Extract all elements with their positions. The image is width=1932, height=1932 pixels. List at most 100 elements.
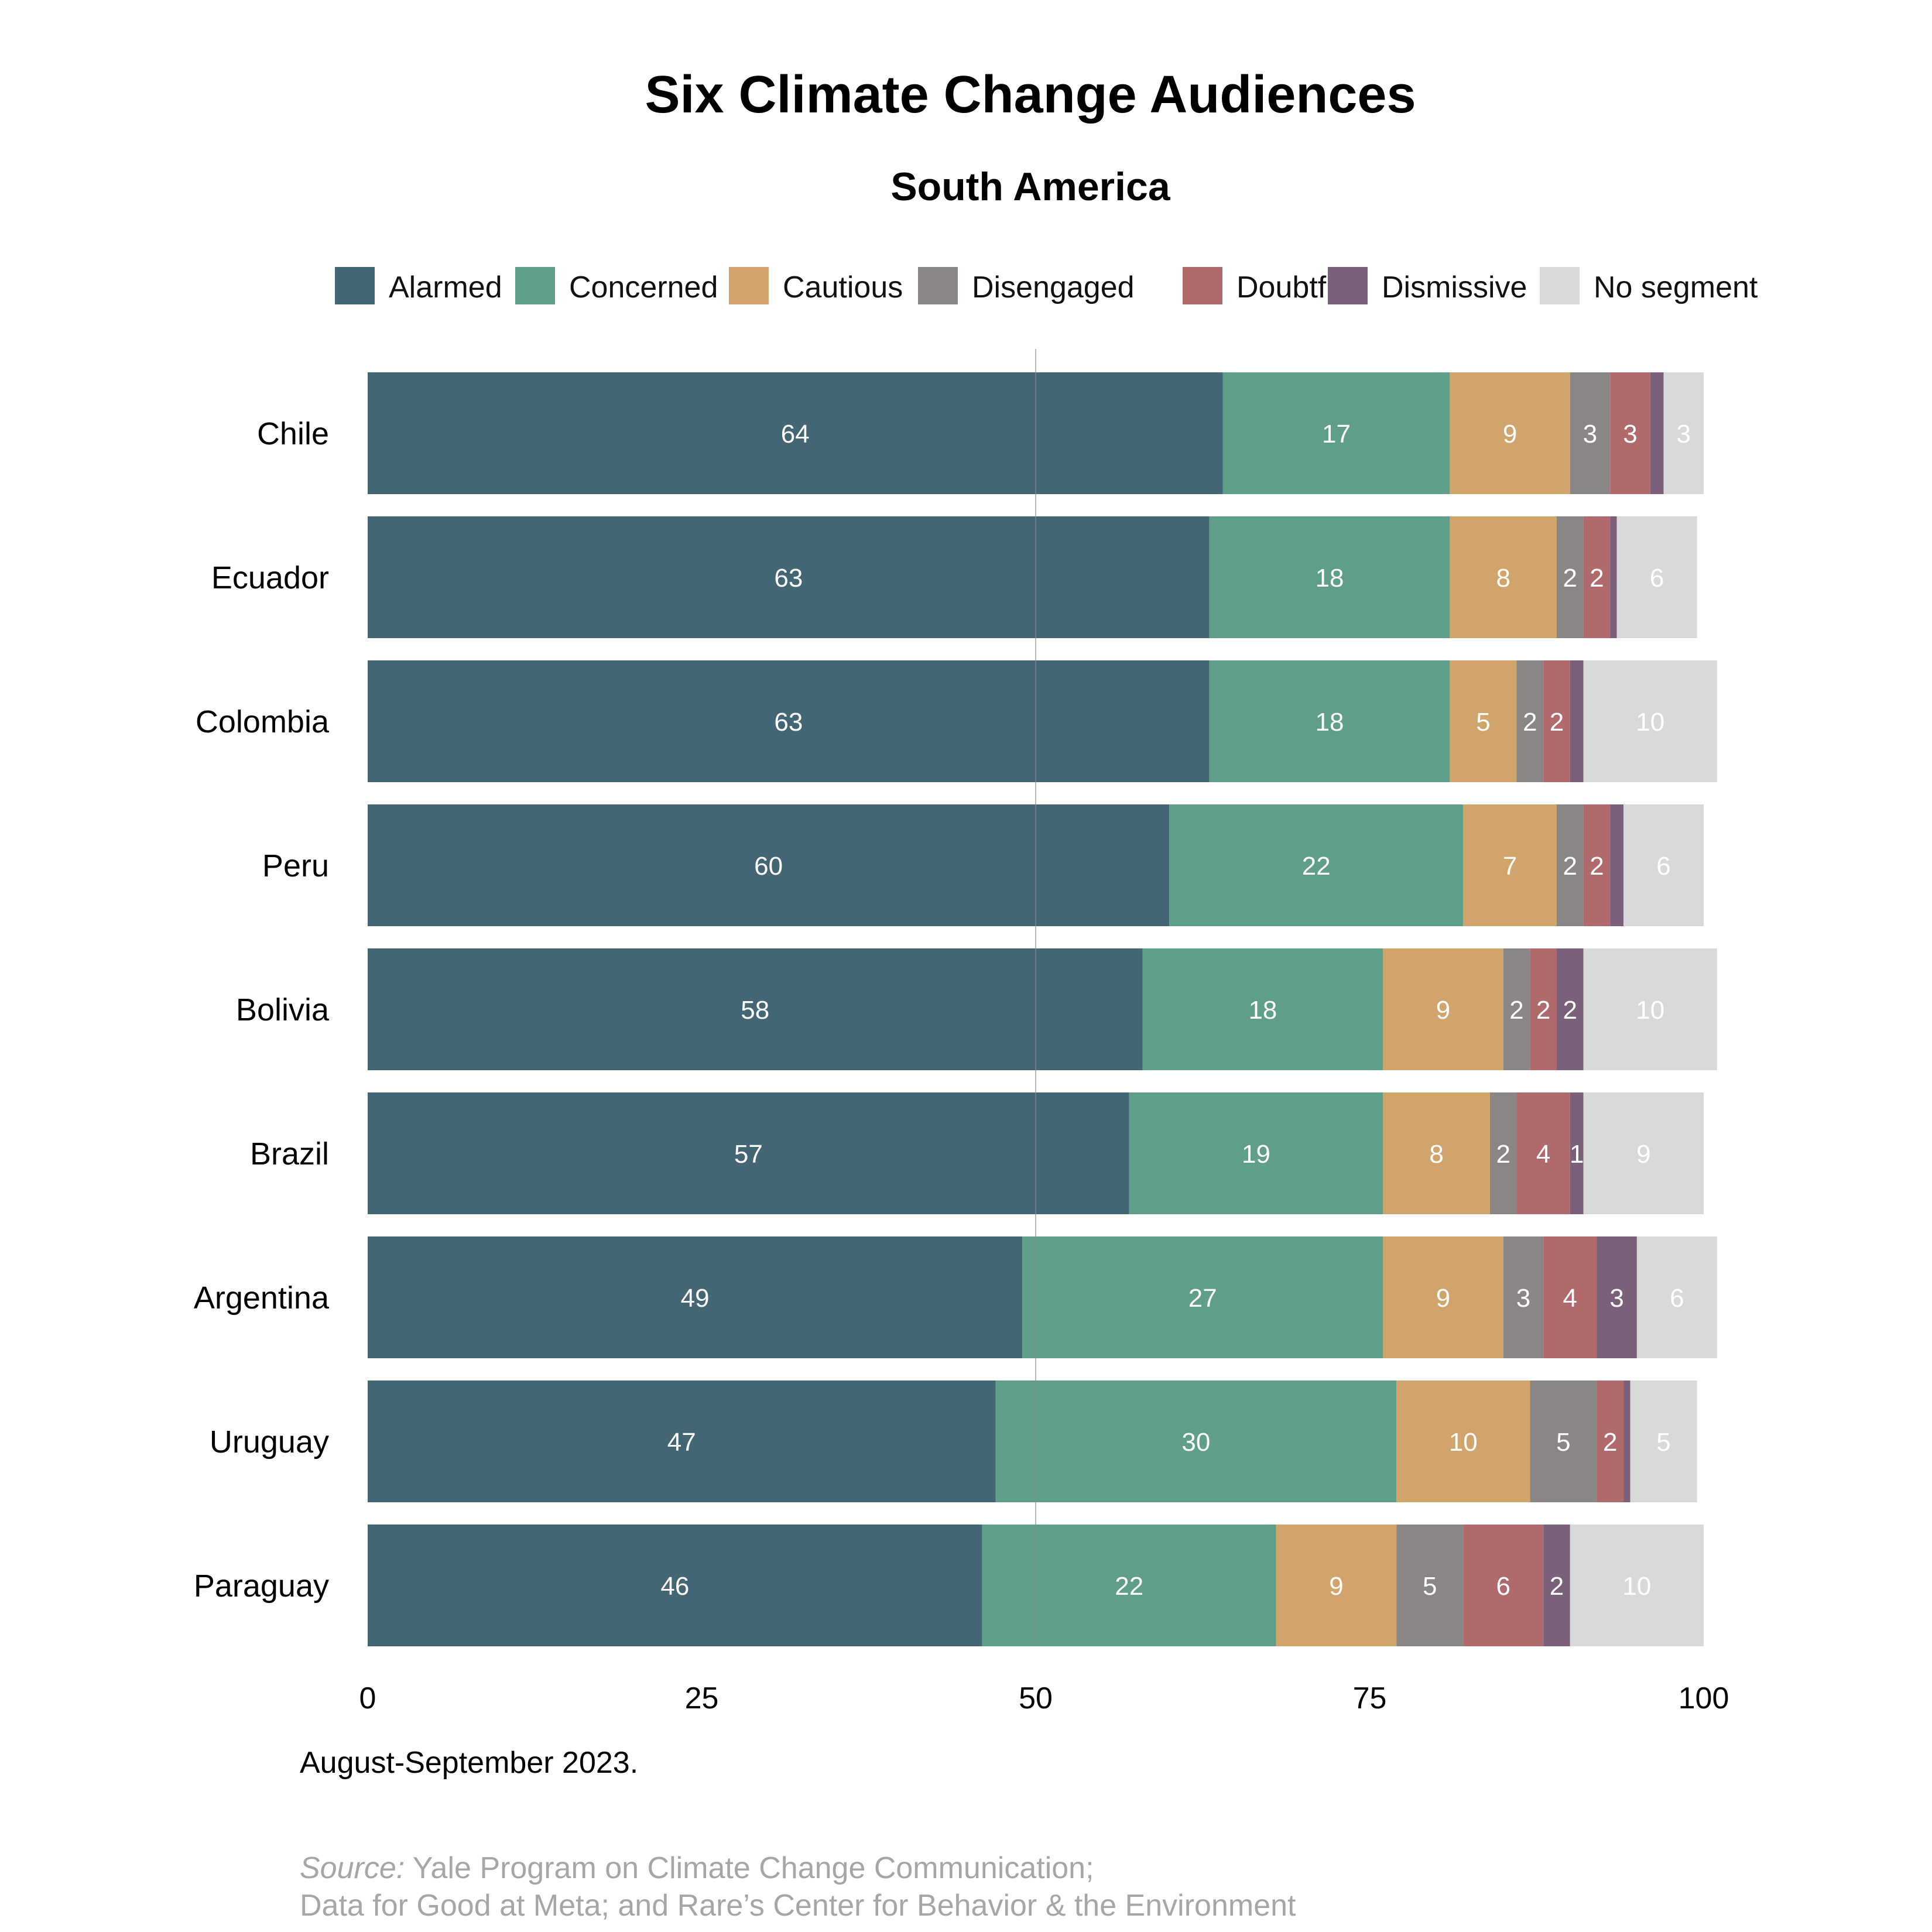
value-label-argentina-cautious: 9 bbox=[1436, 1284, 1450, 1313]
bar-peru-no-segment bbox=[1623, 804, 1704, 926]
value-label-peru-no-segment: 6 bbox=[1656, 852, 1670, 881]
value-label-peru-concerned: 22 bbox=[1302, 852, 1331, 881]
value-label-uruguay-cautious: 10 bbox=[1449, 1428, 1478, 1457]
bar-brazil-no-segment bbox=[1583, 1092, 1704, 1214]
value-label-ecuador-no-segment: 6 bbox=[1650, 564, 1664, 592]
x-tick-50: 50 bbox=[1019, 1681, 1053, 1715]
bar-paraguay-doubtful bbox=[1463, 1525, 1544, 1646]
bar-uruguay-dismissive bbox=[1623, 1381, 1630, 1502]
bar-peru-disengaged bbox=[1556, 804, 1584, 926]
value-label-paraguay-cautious: 9 bbox=[1329, 1572, 1343, 1601]
bar-ecuador-doubtful bbox=[1583, 516, 1611, 638]
chart-subtitle: South America bbox=[890, 165, 1171, 209]
bar-argentina-disengaged bbox=[1503, 1236, 1544, 1358]
bar-chile-doubtful bbox=[1610, 372, 1650, 494]
source-line-2: Data for Good at Meta; and Rare’s Center… bbox=[300, 1889, 1296, 1923]
value-label-brazil-disengaged: 2 bbox=[1496, 1140, 1510, 1169]
value-label-uruguay-disengaged: 5 bbox=[1556, 1428, 1570, 1457]
value-label-brazil-no-segment: 9 bbox=[1636, 1140, 1650, 1169]
legend-label-disengaged: Disengaged bbox=[972, 270, 1135, 304]
bar-colombia-disengaged bbox=[1516, 660, 1544, 782]
value-label-paraguay-disengaged: 5 bbox=[1423, 1572, 1437, 1601]
bar-uruguay-concerned bbox=[995, 1381, 1397, 1502]
value-label-bolivia-dismissive: 2 bbox=[1563, 996, 1577, 1025]
date-note: August-September 2023. bbox=[300, 1746, 638, 1780]
legend-label-no-segment: No segment bbox=[1594, 270, 1758, 304]
value-label-chile-disengaged: 3 bbox=[1583, 420, 1597, 448]
bar-uruguay-no-segment bbox=[1630, 1381, 1697, 1502]
value-label-colombia-concerned: 18 bbox=[1316, 708, 1344, 737]
bar-paraguay-alarmed bbox=[368, 1525, 982, 1646]
legend-label-dismissive: Dismissive bbox=[1382, 270, 1527, 304]
value-label-uruguay-no-segment: 5 bbox=[1656, 1428, 1670, 1457]
category-label-argentina: Argentina bbox=[194, 1280, 330, 1316]
value-label-peru-alarmed: 60 bbox=[754, 852, 783, 881]
bar-ecuador-alarmed bbox=[368, 516, 1210, 638]
value-label-bolivia-disengaged: 2 bbox=[1509, 996, 1523, 1025]
source-prefix: Source: bbox=[300, 1851, 405, 1885]
bar-paraguay-no-segment bbox=[1570, 1525, 1704, 1646]
category-label-peru: Peru bbox=[262, 848, 329, 883]
value-label-colombia-cautious: 5 bbox=[1476, 708, 1490, 737]
value-label-paraguay-alarmed: 46 bbox=[660, 1572, 689, 1601]
legend-swatch-concerned bbox=[515, 267, 555, 304]
bar-brazil-doubtful bbox=[1516, 1092, 1570, 1214]
x-tick-100: 100 bbox=[1678, 1681, 1729, 1715]
legend-swatch-no-segment bbox=[1540, 267, 1580, 304]
bar-bolivia-no-segment bbox=[1583, 948, 1717, 1070]
legend-swatch-doubtful bbox=[1183, 267, 1222, 304]
bar-brazil-dismissive bbox=[1570, 1092, 1584, 1214]
bar-ecuador-concerned bbox=[1209, 516, 1450, 638]
value-label-peru-disengaged: 2 bbox=[1563, 852, 1577, 881]
value-label-chile-alarmed: 64 bbox=[781, 420, 810, 448]
value-label-uruguay-alarmed: 47 bbox=[667, 1428, 696, 1457]
bar-ecuador-cautious bbox=[1450, 516, 1557, 638]
bar-paraguay-concerned bbox=[982, 1525, 1276, 1646]
category-label-brazil: Brazil bbox=[250, 1136, 329, 1171]
value-label-argentina-alarmed: 49 bbox=[681, 1284, 710, 1313]
source-line-1: Source: Yale Program on Climate Change C… bbox=[300, 1851, 1094, 1885]
value-label-argentina-disengaged: 3 bbox=[1516, 1284, 1530, 1313]
x-tick-0: 0 bbox=[359, 1681, 376, 1715]
bar-brazil-alarmed bbox=[368, 1092, 1129, 1214]
bar-chile-alarmed bbox=[368, 372, 1223, 494]
value-label-paraguay-doubtful: 6 bbox=[1496, 1572, 1510, 1601]
value-label-bolivia-doubtful: 2 bbox=[1536, 996, 1550, 1025]
value-label-colombia-doubtful: 2 bbox=[1550, 708, 1564, 737]
bar-bolivia-cautious bbox=[1383, 948, 1503, 1070]
bar-brazil-disengaged bbox=[1489, 1092, 1517, 1214]
category-label-ecuador: Ecuador bbox=[211, 560, 329, 595]
bar-argentina-cautious bbox=[1383, 1236, 1503, 1358]
bar-uruguay-cautious bbox=[1396, 1381, 1530, 1502]
value-label-bolivia-concerned: 18 bbox=[1248, 996, 1277, 1025]
bar-bolivia-doubtful bbox=[1530, 948, 1557, 1070]
value-label-bolivia-cautious: 9 bbox=[1436, 996, 1450, 1025]
bar-chile-disengaged bbox=[1570, 372, 1611, 494]
legend-swatch-cautious bbox=[729, 267, 769, 304]
category-label-paraguay: Paraguay bbox=[194, 1568, 329, 1604]
value-label-brazil-dismissive: 1 bbox=[1570, 1140, 1584, 1169]
value-label-brazil-cautious: 8 bbox=[1429, 1140, 1443, 1169]
bar-colombia-alarmed bbox=[368, 660, 1210, 782]
legend-label-alarmed: Alarmed bbox=[389, 270, 502, 304]
bar-uruguay-alarmed bbox=[368, 1381, 996, 1502]
x-axis: 0 25 50 75 100 bbox=[359, 1681, 1729, 1715]
value-label-argentina-doubtful: 4 bbox=[1563, 1284, 1577, 1313]
value-label-peru-cautious: 7 bbox=[1503, 852, 1517, 881]
source-text: Yale Program on Climate Change Communica… bbox=[405, 1851, 1094, 1885]
value-label-argentina-dismissive: 3 bbox=[1609, 1284, 1623, 1313]
bar-chile-dismissive bbox=[1650, 372, 1664, 494]
value-label-argentina-no-segment: 6 bbox=[1670, 1284, 1684, 1313]
value-label-brazil-alarmed: 57 bbox=[734, 1140, 763, 1169]
bar-brazil-concerned bbox=[1129, 1092, 1383, 1214]
bar-uruguay-disengaged bbox=[1530, 1381, 1597, 1502]
bar-colombia-no-segment bbox=[1583, 660, 1717, 782]
legend: Alarmed Concerned Cautious Disengaged Doubtf… bbox=[335, 267, 1758, 304]
bar-ecuador-dismissive bbox=[1610, 516, 1617, 638]
bar-argentina-alarmed bbox=[368, 1236, 1023, 1358]
x-tick-75: 75 bbox=[1353, 1681, 1387, 1715]
value-label-ecuador-alarmed: 63 bbox=[774, 564, 803, 592]
bar-argentina-no-segment bbox=[1636, 1236, 1717, 1358]
value-label-uruguay-concerned: 30 bbox=[1181, 1428, 1210, 1457]
